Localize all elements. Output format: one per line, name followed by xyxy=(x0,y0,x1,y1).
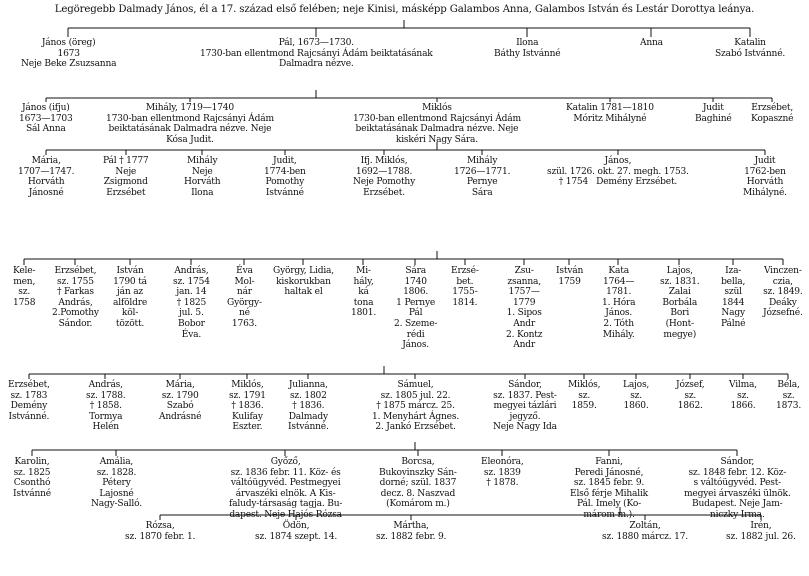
person-entry: Mi- hály, ká tona 1801. xyxy=(351,266,377,319)
person-entry: Amália, sz. 1828. Pétery Lajosné Nagy-Sa… xyxy=(91,457,142,510)
person-entry: Ifj. Miklós, 1692—1788. Neje Pomothy Erz… xyxy=(353,156,416,198)
person-entry: Judit Baghiné xyxy=(695,103,732,124)
person-entry: Éva Mol- nár György- né 1763. xyxy=(227,266,262,329)
person-entry: János (ifju) 1673—1703 Sál Anna xyxy=(19,103,73,135)
person-entry: Vinczen- czia, sz. 1849. Deáky Józsefné. xyxy=(763,266,803,319)
person-entry: Lajos, sz. 1831. Zalai Borbála Bori (Hon… xyxy=(660,266,700,340)
person-entry: Mihály, 1719—1740 1730-ban ellentmond Ra… xyxy=(106,103,274,145)
tree-header: Legöregebb Dalmady János, él a 17. száza… xyxy=(54,4,755,15)
person-entry: János, szül. 1726. okt. 27. megh. 1753. … xyxy=(547,156,689,188)
person-entry: Julianna, sz. 1802 † 1836. Dalmady Istvá… xyxy=(288,380,329,433)
person-entry: István 1759 xyxy=(556,266,584,287)
person-entry: Zsu- zsanna, 1757— 1779 1. Sipos Andr 2.… xyxy=(506,266,543,351)
person-entry: Mária, sz. 1790 Szabó Andrásné xyxy=(159,380,202,422)
person-entry: Győző, sz. 1836 febr. 11. Köz- és váltóü… xyxy=(229,457,343,520)
person-entry: Zoltán, sz. 1880 márcz. 17. xyxy=(602,521,688,542)
person-entry: Miklós, sz. 1791 † 1836. Kulifay Eszter. xyxy=(229,380,266,433)
person-entry: György, Lidia, kiskorukban haltak el xyxy=(273,266,334,298)
person-entry: Béla, sz. 1873. xyxy=(776,380,802,412)
person-entry: Ilona Báthy Istvánné xyxy=(494,38,561,59)
person-entry: Fanni, Peredi Jánosné, sz. 1845 febr. 9.… xyxy=(570,457,648,520)
person-entry: Irén, sz. 1882 jul. 26. xyxy=(726,521,796,542)
person-entry: Eleonóra, sz. 1839 † 1878. xyxy=(481,457,524,489)
person-entry: Pál, 1673—1730. 1730-ban ellentmond Rajc… xyxy=(200,38,433,70)
person-entry: Karolin, sz. 1825 Csonthó Istvánné xyxy=(13,457,51,499)
person-entry: Sándor, sz. 1837. Pest- megyei tázlári j… xyxy=(493,380,557,433)
person-entry: Anna xyxy=(640,38,663,48)
person-entry: Erzsé- bet. 1755- 1814. xyxy=(451,266,479,308)
person-entry: Mária, 1707—1747. Horváth Jánosné xyxy=(18,156,75,198)
person-entry: Judit, 1774-ben Pomothy Istvánné xyxy=(264,156,306,198)
person-entry: János (öreg) 1673 Neje Beke Zsuzsanna xyxy=(21,38,117,70)
person-entry: Iza- bella, szül 1844 Nagy Pálné xyxy=(721,266,746,329)
person-entry: Erzsébet, Kopaszné xyxy=(751,103,794,124)
person-entry: Mihály 1726—1771. Pernye Sára xyxy=(454,156,511,198)
person-entry: Mártha, sz. 1882 febr. 9. xyxy=(376,521,447,542)
person-entry: Miklós 1730-ban ellentmond Rajcsányi Ádá… xyxy=(353,103,521,145)
person-entry: Vilma, sz. 1866. xyxy=(729,380,757,412)
person-entry: Pál † 1777 Neje Zsigmond Erzsébet xyxy=(103,156,149,198)
person-entry: Rózsa, sz. 1870 febr. 1. xyxy=(125,521,196,542)
person-entry: Kata 1764— 1781. 1. Hóra János. 2. Tóth … xyxy=(602,266,636,340)
person-entry: István 1790 tá ján az alföldre köl- tözö… xyxy=(113,266,148,329)
person-entry: Katalin Szabó Istvánné. xyxy=(715,38,786,59)
person-entry: Borcsa, Bukovinszky Sán- dorné; szül. 18… xyxy=(379,457,457,510)
person-entry: József, sz. 1862. xyxy=(676,380,705,412)
person-entry: Sándor, sz. 1848 febr. 12. Köz- s váltóü… xyxy=(684,457,791,520)
person-entry: Miklós, sz. 1859. xyxy=(568,380,601,412)
person-entry: Lajos, sz. 1860. xyxy=(623,380,650,412)
person-entry: Kele- men, sz. 1758 xyxy=(13,266,36,308)
person-entry: Mihály Neje Horváth Ilona xyxy=(184,156,221,198)
person-entry: András, sz. 1754 jan. 14 † 1825 jul. 5. … xyxy=(173,266,210,340)
person-entry: Erzsébet, sz. 1755 † Farkas András, 2.Po… xyxy=(52,266,99,329)
person-entry: Judit 1762-ben Horváth Mihályné. xyxy=(743,156,787,198)
person-entry: András, sz. 1788. † 1858. Tormya Helén xyxy=(86,380,126,433)
person-entry: Katalin 1781—1810 Móritz Mihályné xyxy=(566,103,654,124)
person-entry: Sámuel, sz. 1805 jul. 22. † 1875 márcz. … xyxy=(372,380,460,433)
person-entry: Ödön, sz. 1874 szept. 14. xyxy=(255,521,338,542)
person-entry: Sára 1740 1806. 1 Pernye Pál 2. Szeme- r… xyxy=(394,266,438,351)
person-entry: Erzsébet, sz. 1783 Demény Istvánné. xyxy=(8,380,50,422)
